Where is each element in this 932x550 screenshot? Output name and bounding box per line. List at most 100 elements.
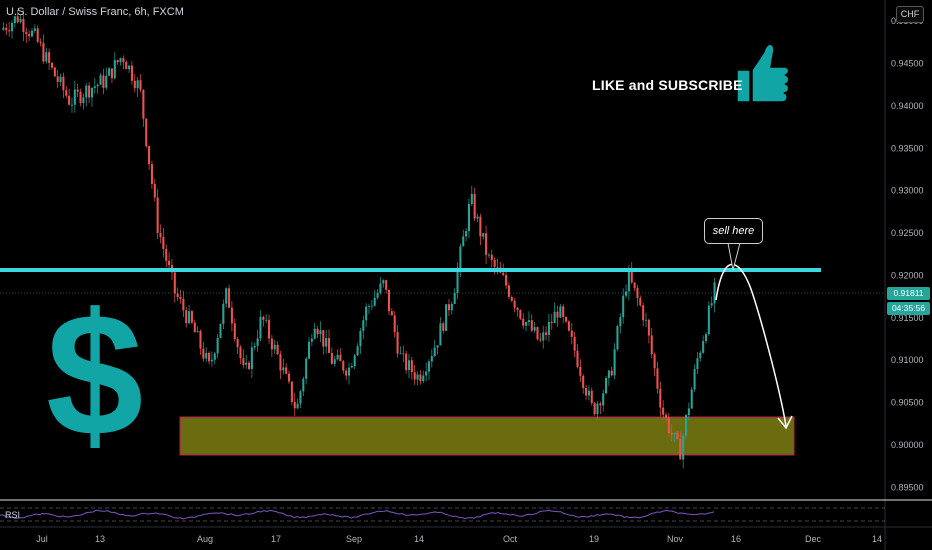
date-tick-label: Jul xyxy=(36,534,48,544)
candle-body xyxy=(59,76,62,82)
candle-body xyxy=(579,366,582,376)
candle-body xyxy=(619,317,622,327)
candle-body xyxy=(419,374,422,382)
candle-body xyxy=(542,332,545,341)
candle-body xyxy=(525,322,528,326)
price-tick-label: 0.89500 xyxy=(891,482,924,492)
candle-body xyxy=(99,75,102,85)
candle-body xyxy=(270,338,273,350)
candle-body xyxy=(322,330,325,347)
candle-body xyxy=(202,348,205,359)
date-tick-label: 13 xyxy=(95,534,105,544)
candle-body xyxy=(533,327,536,331)
candle-body xyxy=(636,287,639,299)
candle-body xyxy=(168,260,171,266)
candle-body xyxy=(73,89,76,105)
candle-body xyxy=(242,358,245,365)
candle-body xyxy=(313,328,316,339)
candle-body xyxy=(599,403,602,406)
candle-body xyxy=(288,373,291,382)
support-zone[interactable] xyxy=(179,416,795,456)
projection-arrow[interactable] xyxy=(715,263,787,427)
candle-body xyxy=(327,338,331,353)
candle-body xyxy=(225,288,228,304)
candle-body xyxy=(36,28,39,42)
candle-body xyxy=(413,372,416,380)
candle-body xyxy=(307,341,311,359)
candle-body xyxy=(593,403,596,415)
price-tick-label: 0.94500 xyxy=(891,59,924,69)
candle-body xyxy=(565,317,568,322)
candle-body xyxy=(153,183,156,198)
candle-body xyxy=(602,393,605,406)
candle-body xyxy=(659,388,662,408)
candle-body xyxy=(496,266,499,268)
candle-body xyxy=(410,360,413,373)
candle-body xyxy=(365,306,368,321)
candle-body xyxy=(642,305,645,321)
candle-body xyxy=(422,375,425,382)
candle-body xyxy=(139,80,142,90)
candle-body xyxy=(190,311,193,323)
candle-body xyxy=(645,319,648,321)
candle-body xyxy=(605,378,608,394)
candle-body xyxy=(667,417,670,434)
candle-body xyxy=(30,30,34,37)
candle-body xyxy=(148,146,151,165)
candle-body xyxy=(536,327,539,340)
dollar-sign-icon: $ xyxy=(46,278,144,473)
symbol-title[interactable]: U.S. Dollar / Swiss Franc, 6h, FXCM xyxy=(6,6,184,18)
date-tick-label: Nov xyxy=(667,534,684,544)
sell-callout[interactable]: sell here xyxy=(704,218,763,244)
candle-body xyxy=(567,321,570,331)
candle-body xyxy=(633,282,636,288)
candle-body xyxy=(507,285,510,297)
candle-body xyxy=(290,381,293,402)
candle-body xyxy=(205,352,208,359)
candle-body xyxy=(673,432,676,435)
candle-body xyxy=(373,297,376,306)
candle-body xyxy=(513,300,516,308)
date-tick-label: 19 xyxy=(589,534,599,544)
candle-body xyxy=(213,353,216,360)
candle-body xyxy=(233,323,236,340)
candle-body xyxy=(342,361,345,371)
price-tick-label: 0.94000 xyxy=(891,101,924,111)
candle-body xyxy=(219,323,222,338)
candle-body xyxy=(490,254,493,260)
candle-body xyxy=(456,268,459,293)
candle-body xyxy=(82,97,85,104)
candle-body xyxy=(679,438,682,460)
date-axis[interactable]: Jul 13 Aug 17 Sep 14 Oct 19 Nov 16 Dec 14 xyxy=(36,534,882,544)
price-tick-label: 0.93000 xyxy=(891,186,924,196)
candle-body xyxy=(696,358,699,369)
candle-body xyxy=(630,270,633,283)
price-tick-label: 0.91000 xyxy=(891,355,924,365)
candle-body xyxy=(45,52,48,62)
candle-body xyxy=(702,341,705,353)
candle-body xyxy=(93,86,96,88)
projection-arrowhead xyxy=(777,415,793,430)
candle-body xyxy=(587,390,590,396)
candle-body xyxy=(119,58,122,63)
thumbs-up-icon xyxy=(736,43,790,103)
candle-body xyxy=(25,31,28,35)
price-axis[interactable]: 0.950000.945000.940000.935000.930000.925… xyxy=(891,16,924,492)
candle-body xyxy=(396,332,399,354)
candle-body xyxy=(699,352,702,359)
candle-body xyxy=(162,237,165,249)
candle-body xyxy=(8,30,11,32)
candle-body xyxy=(336,354,339,360)
candle-body xyxy=(253,345,256,348)
candle-body xyxy=(656,368,659,389)
candle-body xyxy=(193,322,196,333)
candle-body xyxy=(545,332,548,335)
candle-body xyxy=(707,305,710,335)
candle-body xyxy=(133,80,136,89)
candle-body xyxy=(13,16,16,23)
currency-button[interactable]: CHF xyxy=(896,6,924,23)
date-tick-label: 17 xyxy=(271,534,281,544)
candle-body xyxy=(576,350,579,367)
price-tick-label: 0.90500 xyxy=(891,398,924,408)
